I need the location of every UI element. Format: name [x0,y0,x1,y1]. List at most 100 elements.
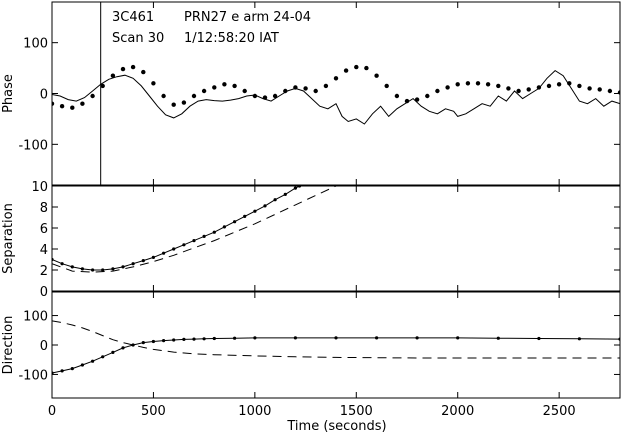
phase-series-1-point [242,88,247,94]
direction-series-0-point [334,336,338,340]
phase-series-1-point [404,98,410,104]
separation-y-tick-label: 6 [40,222,48,237]
separation-series-0-point [141,259,145,263]
direction-series-0-point [253,336,257,340]
x-tick-label: 0 [48,404,56,419]
separation-series-0-point [273,198,277,202]
direction-series-0-point [131,343,135,347]
separation-y-tick-label: 2 [40,264,48,279]
x-tick-label: 2000 [441,404,474,419]
x-axis-title: Time (seconds) [286,419,386,434]
phase-series-1-point [374,73,379,78]
phase-series-1-point [333,76,339,81]
direction-panel: -100 0 100 Direction 0 500 1000 1500 2000 2500 [1,291,621,419]
phase-series-1-point [212,85,217,90]
phase-series-1-point [130,64,136,70]
phase-series-1-point [516,88,521,94]
phase-series-1-point [80,101,85,106]
phase-series-1-point [506,86,511,91]
direction-series-0-point [162,339,166,343]
separation-y-tick-label: 0 [40,285,48,300]
phase-series-1-point [201,88,207,94]
separation-series-1-dashed-line [52,186,337,273]
separation-series-0-point [293,186,297,190]
phase-series-1-point [435,88,440,94]
direction-series-0-point [70,367,74,371]
separation-series-0-point [222,225,226,229]
phase-y-tick-label: 0 [40,88,48,103]
phase-series-1-point [394,93,400,99]
separation-series-0-point [162,251,166,255]
direction-y-tick-label: 0 [40,339,48,354]
phase-series-1-point [343,68,349,73]
phase-series-1-point [323,83,329,89]
phase-series-1-point [303,86,308,91]
separation-series-0-point [212,230,216,234]
direction-series-0-point [293,336,297,340]
chart-header: 3C461 PRN27 e arm 24-04 Scan 30 1/12:58:… [112,10,311,46]
phase-panel: -100 0 100 Phase [1,1,621,186]
direction-series-0-point [537,336,541,341]
phase-series-1-point [465,81,471,86]
phase-series-1-point [546,83,552,89]
separation-series-0-point [182,243,186,247]
phase-series-1-point [90,93,95,99]
separation-panel: 0 2 4 6 8 10 Separation [1,180,621,300]
phase-series-1-point [293,85,298,90]
separation-series-0-point [297,186,302,188]
phase-series-1-point [120,66,126,72]
phase-series-1-point [222,82,227,87]
direction-series-0-point [415,336,419,340]
phase-series-1-point [587,86,592,91]
phase-series-1-point [414,97,420,102]
separation-series-0-point [60,262,64,266]
separation-series-0-point [151,255,155,259]
direction-series-0-point [52,371,54,375]
separation-series-0-point [253,209,257,213]
phase-series-1-point [151,81,156,86]
phase-series-1-point [110,73,116,78]
separation-series-0-point [91,268,95,272]
phase-series-1-point [455,82,460,87]
direction-series-0-point [141,341,145,345]
separation-series-0-point [70,265,74,269]
phase-series-1-point [475,81,481,86]
x-tick-label: 1500 [340,404,373,419]
direction-frame [51,291,621,399]
separation-series-0-point [233,220,237,224]
separation-series-0-point [121,265,125,269]
phase-y-axis-title: Phase [1,74,16,113]
phase-series-1-point [567,81,572,86]
phase-series-1-point [59,104,65,109]
scan-time-label: 1/12:58:20 IAT [184,31,279,46]
scan-label: Scan 30 [112,31,164,46]
direction-series-0-point [91,359,95,363]
phase-series-1-point [141,69,146,75]
satellite-label: PRN27 e arm 24-04 [184,10,311,25]
phase-series-1-point [526,87,531,92]
phase-series-1-point [171,102,176,107]
direction-series-0-point [375,336,379,340]
phase-series-1-point [445,85,450,90]
direction-series-1-dashed-line [52,320,620,359]
direction-series-0-point [577,337,582,341]
phase-frame [51,1,621,186]
direction-series-0-point [496,336,500,340]
phase-series-1-point [70,105,75,110]
phase-series-1-point [556,82,562,87]
phase-series-group [52,64,620,125]
direction-series-0-point [618,337,620,341]
phase-series-1-point [191,93,197,99]
x-tick-label: 2500 [543,404,576,419]
direction-y-axis-title: Direction [1,316,16,375]
direction-series-0-point [192,337,196,341]
direction-series-0-point [151,339,155,344]
separation-y-tick-label: 8 [40,201,48,216]
phase-series-1-point [617,90,620,95]
phase-series-1-point [262,95,268,100]
phase-series-1-point [364,65,369,71]
phase-series-1-point [181,100,187,105]
source-name-label: 3C461 [112,10,154,25]
x-tick-label: 1000 [238,404,271,419]
separation-series-0-point [172,247,176,251]
